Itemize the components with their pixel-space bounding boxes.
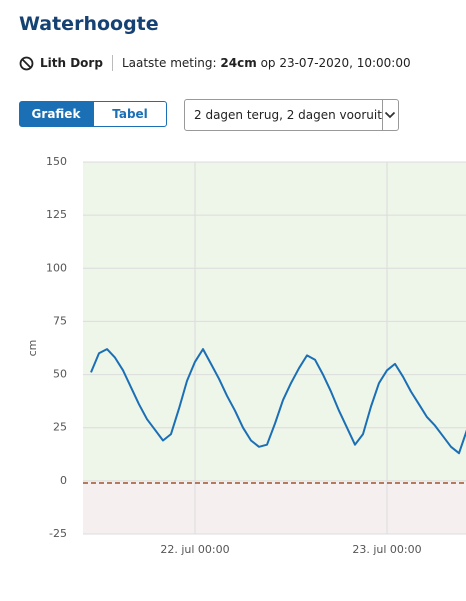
location-icon [19, 56, 34, 70]
y-tick-label: 75 [53, 314, 67, 327]
chevron-icon [385, 111, 396, 119]
info-row: Lith Dorp Laatste meting: 24cm op 23-07-… [19, 55, 411, 71]
y-tick-label: -25 [49, 527, 67, 540]
range-select-text: 2 dagen terug, 2 dagen vooruit [194, 108, 382, 122]
chevron [381, 100, 398, 130]
range-select[interactable]: 2 dagen terug, 2 dagen vooruit [184, 99, 399, 131]
separator [111, 55, 113, 71]
y-tick-label: 0 [60, 474, 67, 487]
location: Lith Dorp [40, 56, 103, 70]
water-level-line [90, 348, 466, 455]
tab-grafiek[interactable]: Grafiek [19, 101, 93, 127]
tab-tabel[interactable]: Tabel [93, 101, 167, 127]
x-tick-label: 23. jul 00:00 [352, 543, 421, 556]
y-tick-label: 100 [46, 261, 67, 274]
area-below-zero [83, 480, 466, 534]
x-tick-label: 22. jul 00:00 [160, 543, 229, 556]
y-tick-label: 150 [46, 155, 67, 168]
plot-background [83, 162, 466, 534]
chart: cm -25 0 25 50 75 100 125 150 22. jul 00:00 23. j… [26, 155, 466, 556]
y-tick-label: 25 [53, 421, 67, 434]
plot-marks [83, 348, 466, 484]
measurement-value: 24cm [220, 56, 257, 70]
measurement-time: op 23-07-2020, 10:00:00 [260, 56, 411, 70]
view-tabs: Grafiek Tabel [19, 101, 167, 127]
page-title: Waterhoogte [19, 13, 159, 35]
y-tick-label: 125 [46, 208, 67, 221]
grid [83, 161, 466, 535]
y-axis-label: cm [26, 340, 39, 357]
measurement-label: Laatste meting: [121, 56, 217, 70]
y-tick-label: 50 [53, 368, 67, 381]
